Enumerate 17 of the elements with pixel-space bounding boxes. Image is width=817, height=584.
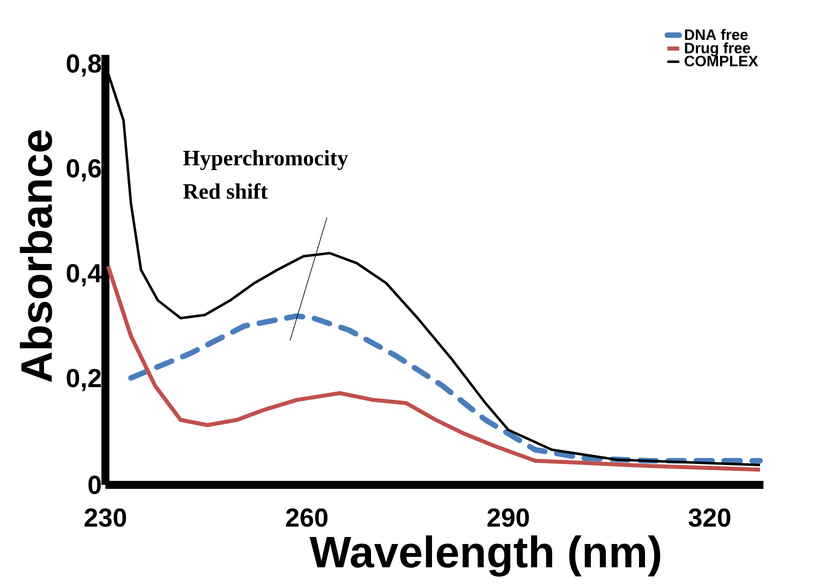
annotation: Hyperchromocity (183, 150, 348, 170)
x-tick-label: 260 (286, 508, 328, 527)
legend-label: Drug free (685, 42, 750, 56)
legend-label: COMPLEX (684, 56, 758, 66)
y-tick-label: 0,4 (66, 264, 102, 286)
y-tick-label: 0,8 (66, 54, 102, 76)
y-axis-title: Absorbance (20, 130, 52, 382)
annotation: Red shift (183, 183, 268, 199)
y-tick-label: 0,2 (66, 368, 101, 392)
x-tick-label: 230 (84, 508, 126, 527)
x-tick-label: 320 (688, 508, 730, 527)
y-tick-label: 0,6 (66, 159, 101, 182)
y-tick-label: 0 (88, 476, 101, 494)
x-tick-label: 290 (487, 508, 529, 527)
x-axis-title: Wavelength (nm) (310, 535, 660, 577)
legend-label: DNA free (685, 28, 748, 40)
line-series (106, 264, 762, 472)
